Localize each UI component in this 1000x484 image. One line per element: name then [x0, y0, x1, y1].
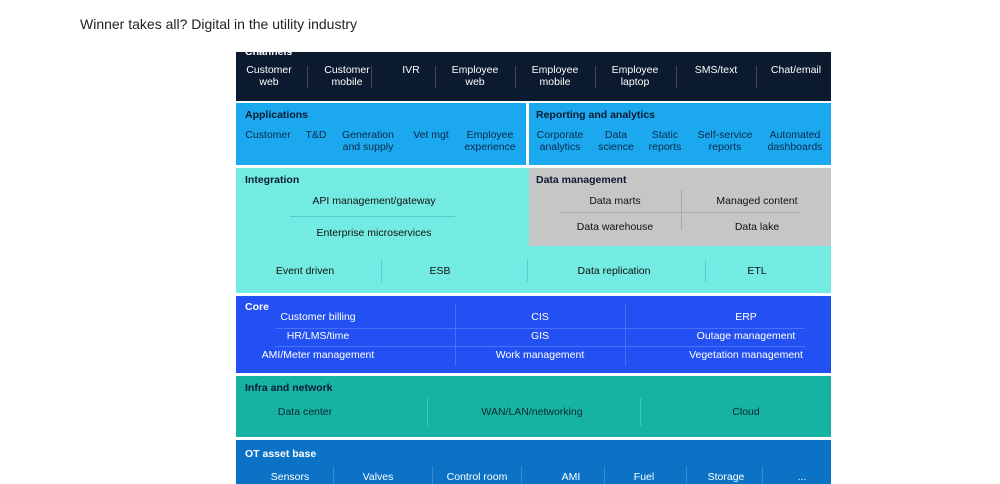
ot-item: AMI	[561, 471, 581, 483]
ot-heading: OT asset base	[245, 448, 317, 460]
infra-item: WAN/LAN/networking	[481, 406, 583, 418]
data-management-layer	[529, 168, 831, 246]
channel-item: Employee mobile	[531, 64, 579, 88]
core-item: Outage management	[696, 330, 796, 342]
divider	[527, 260, 528, 282]
divider	[686, 466, 687, 484]
reporting-layer	[529, 103, 831, 165]
divider	[640, 398, 641, 426]
divider	[560, 212, 800, 213]
core-item: CIS	[531, 311, 549, 323]
integration-item: API management/gateway	[312, 195, 436, 207]
divider	[756, 66, 757, 88]
divider	[705, 260, 706, 282]
core-item: Vegetation management	[689, 349, 803, 361]
reporting-item: Corporate analytics	[536, 129, 584, 153]
integration-row-item: Data replication	[577, 265, 651, 277]
channel-item: Customer web	[246, 64, 292, 88]
channel-item: Chat/email	[770, 64, 822, 76]
reporting-item: Data science	[598, 129, 634, 153]
ot-item: ...	[797, 471, 807, 483]
core-item: GIS	[530, 330, 550, 342]
data-management-item: Data marts	[589, 195, 641, 207]
core-item: Work management	[495, 349, 585, 361]
channel-item: Employee web	[451, 64, 499, 88]
infra-item: Data center	[277, 406, 333, 418]
divider	[290, 216, 455, 217]
core-heading: Core	[245, 301, 269, 313]
applications-layer	[236, 103, 526, 165]
divider	[676, 66, 677, 88]
ot-item: Valves	[362, 471, 394, 483]
divider	[604, 466, 605, 484]
divider	[595, 66, 596, 88]
divider	[427, 398, 428, 426]
divider	[371, 66, 372, 88]
data-management-item: Data lake	[734, 221, 780, 233]
divider	[275, 346, 805, 347]
divider	[455, 304, 456, 366]
infra-layer	[236, 376, 831, 437]
divider	[307, 66, 308, 88]
integration-row-item: Event driven	[275, 265, 335, 277]
core-item: ERP	[735, 311, 757, 323]
reporting-heading: Reporting and analytics	[536, 109, 656, 121]
reporting-item: Static reports	[648, 129, 682, 153]
ot-item: Sensors	[270, 471, 310, 483]
core-item: AMI/Meter management	[261, 349, 375, 361]
data-management-item: Data warehouse	[576, 221, 654, 233]
divider	[625, 304, 626, 366]
divider	[521, 466, 522, 484]
application-item: Employee experience	[464, 129, 516, 153]
channels-heading: Channels	[245, 46, 293, 58]
application-item: Generation and supply	[342, 129, 394, 153]
integration-heading: Integration	[245, 174, 300, 186]
ot-layer	[236, 440, 831, 484]
data-management-item: Managed content	[716, 195, 798, 207]
divider	[435, 66, 436, 88]
application-item: T&D	[305, 129, 327, 141]
divider	[762, 466, 763, 484]
channel-item: IVR	[402, 64, 420, 76]
page-title: Winner takes all? Digital in the utility…	[80, 16, 358, 32]
channel-item: SMS/text	[694, 64, 738, 76]
core-layer	[236, 296, 831, 373]
application-item: Vet mgt	[413, 129, 449, 141]
divider	[333, 466, 334, 484]
core-item: HR/LMS/time	[286, 330, 350, 342]
reporting-item: Self-service reports	[697, 129, 753, 153]
data-management-heading: Data management	[536, 174, 627, 186]
integration-item: Enterprise microservices	[316, 227, 432, 239]
divider	[275, 328, 805, 329]
channels-layer	[236, 52, 831, 101]
integration-row-item: ETL	[747, 265, 767, 277]
divider	[432, 466, 433, 484]
divider	[381, 260, 382, 282]
channel-item: Customer mobile	[324, 64, 370, 88]
core-item: Customer billing	[280, 311, 356, 323]
ot-item: Fuel	[633, 471, 655, 483]
infra-item: Cloud	[732, 406, 760, 418]
infra-heading: Infra and network	[245, 382, 333, 394]
ot-item: Control room	[446, 471, 508, 483]
applications-heading: Applications	[245, 109, 309, 121]
application-item: Customer	[245, 129, 291, 141]
channel-item: Employee laptop	[611, 64, 659, 88]
ot-item: Storage	[707, 471, 745, 483]
integration-row-item: ESB	[429, 265, 451, 277]
reporting-item: Automated dashboards	[767, 129, 823, 153]
divider	[681, 190, 682, 230]
divider	[515, 66, 516, 88]
